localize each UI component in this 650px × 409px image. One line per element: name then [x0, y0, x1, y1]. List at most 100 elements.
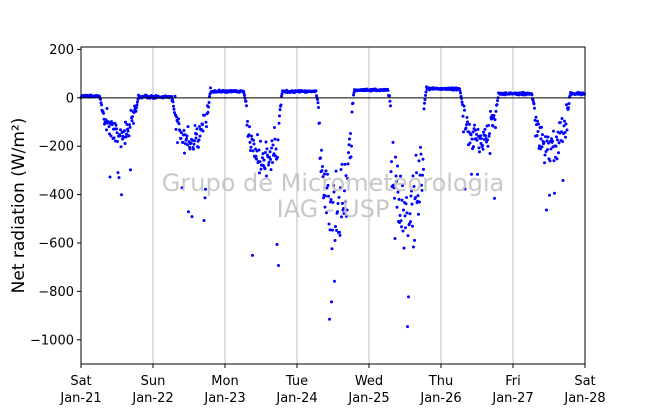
data-point — [396, 190, 400, 194]
data-point — [135, 106, 138, 110]
data-point — [533, 106, 536, 110]
data-point — [173, 94, 177, 98]
data-point — [350, 144, 353, 148]
data-point — [197, 145, 200, 149]
data-point — [115, 131, 119, 135]
data-point — [185, 134, 189, 138]
data-point — [349, 155, 353, 159]
data-point — [318, 121, 321, 125]
data-point — [389, 104, 392, 108]
data-point — [321, 175, 325, 179]
data-point — [554, 144, 558, 148]
data-point — [417, 159, 421, 163]
data-point — [323, 172, 326, 176]
data-point — [134, 109, 138, 113]
data-point — [259, 167, 263, 171]
data-point — [347, 143, 351, 147]
data-point — [545, 139, 549, 143]
data-point — [208, 95, 211, 99]
data-point — [339, 186, 342, 190]
data-point — [193, 123, 197, 127]
data-point — [483, 127, 487, 131]
watermark-text: IAG - USP — [277, 195, 390, 223]
data-point — [410, 189, 413, 193]
data-point — [393, 237, 397, 241]
x-tick-label-day: Sat — [70, 374, 91, 389]
data-point — [205, 125, 208, 129]
data-point — [336, 201, 340, 205]
data-point — [468, 122, 471, 126]
data-point — [409, 220, 412, 224]
data-point — [414, 196, 417, 200]
data-point — [410, 202, 414, 206]
y-tick-label: −800 — [38, 285, 74, 300]
data-point — [413, 238, 416, 242]
data-point — [321, 165, 324, 169]
data-point — [334, 225, 337, 228]
data-point — [470, 137, 474, 141]
data-point — [334, 169, 338, 173]
data-point — [422, 167, 425, 171]
data-point — [319, 156, 322, 160]
data-point — [556, 138, 559, 142]
data-point — [464, 126, 468, 130]
data-point — [335, 228, 338, 232]
data-point — [415, 171, 418, 175]
data-point — [394, 174, 398, 178]
data-point — [270, 139, 274, 143]
data-point — [418, 200, 421, 204]
data-point — [555, 157, 559, 161]
data-point — [482, 130, 485, 134]
data-point — [271, 160, 274, 164]
data-point — [171, 100, 175, 104]
data-point — [273, 126, 276, 130]
data-point — [126, 129, 130, 133]
data-point — [116, 171, 120, 175]
y-tick-label: 200 — [49, 43, 74, 58]
data-point — [406, 234, 410, 238]
data-point — [186, 125, 190, 129]
data-point — [346, 176, 349, 180]
data-point — [107, 120, 110, 124]
data-point — [324, 169, 328, 173]
data-point — [100, 103, 103, 107]
data-point — [193, 139, 196, 143]
y-axis-label: Net radiation (W/m²) — [9, 118, 29, 294]
data-point — [276, 155, 279, 159]
data-point — [395, 179, 398, 183]
data-point — [416, 194, 420, 198]
data-point — [338, 233, 342, 237]
data-point — [331, 228, 334, 232]
data-point — [408, 212, 412, 216]
data-point — [338, 230, 341, 234]
data-point — [344, 174, 348, 178]
data-point — [351, 101, 355, 105]
data-point — [460, 100, 464, 104]
data-point — [198, 125, 201, 128]
data-point — [317, 106, 320, 110]
data-point — [189, 141, 193, 145]
data-point — [402, 208, 405, 212]
data-point — [536, 119, 539, 123]
data-point — [352, 93, 355, 97]
data-point — [183, 151, 186, 155]
data-point — [269, 158, 272, 162]
data-point — [465, 123, 468, 127]
data-point — [563, 130, 567, 134]
data-point — [424, 93, 427, 97]
data-point — [209, 86, 212, 90]
data-point — [404, 202, 408, 206]
data-point — [465, 115, 469, 119]
data-point — [396, 164, 399, 168]
data-point — [107, 125, 111, 129]
data-point — [565, 103, 568, 107]
data-point — [130, 119, 134, 123]
data-point — [534, 115, 538, 119]
data-point — [251, 149, 255, 153]
data-point — [478, 150, 481, 154]
data-point — [249, 145, 253, 149]
data-point — [112, 136, 116, 140]
data-point — [462, 104, 466, 108]
